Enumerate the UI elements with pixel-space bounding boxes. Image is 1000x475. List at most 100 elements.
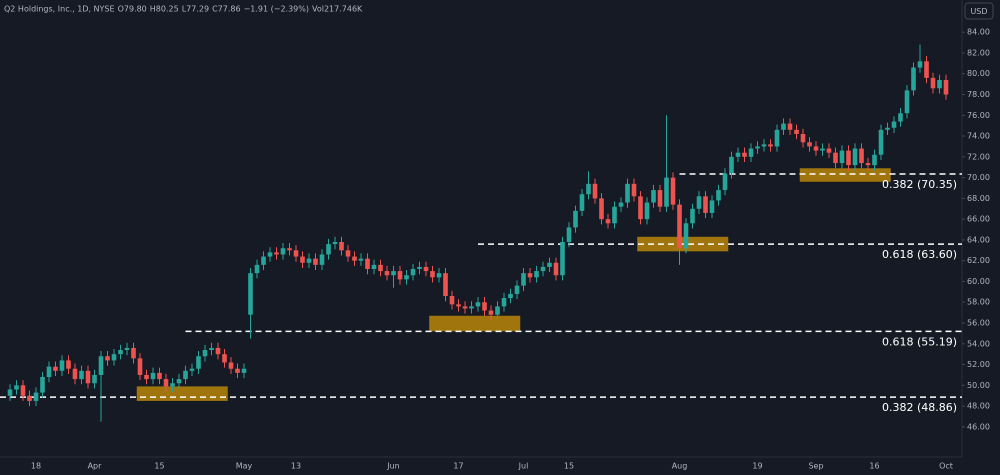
candle-body (352, 256, 357, 261)
candle-body (150, 372, 156, 380)
currency-button[interactable] (964, 2, 994, 20)
x-tick-label: Jun (386, 462, 400, 471)
y-tick-label: 76.00 (967, 111, 990, 120)
candle-body (560, 242, 565, 276)
zone (799, 168, 891, 182)
candle-body (365, 258, 370, 270)
candle-body (586, 183, 591, 195)
candle-body (800, 133, 806, 143)
candle-body (391, 271, 396, 276)
candle-body (683, 223, 689, 249)
candle-body (124, 347, 130, 351)
candle-body (163, 379, 169, 387)
x-tick-label: 15 (564, 462, 574, 471)
candle-body (215, 347, 221, 355)
y-tick-label: 60.00 (967, 277, 990, 286)
y-tick-label: 58.00 (967, 298, 990, 307)
candle-body (495, 306, 500, 315)
candle-body (566, 227, 572, 243)
x-tick-label: Sep (808, 462, 823, 471)
candle-body (696, 196, 702, 209)
level-label: 0.382 (48.86) (882, 401, 957, 414)
candle-body (755, 146, 760, 149)
candle-body (14, 385, 19, 390)
candle-body (605, 219, 611, 224)
candle-body (761, 144, 767, 147)
candle-body (521, 273, 526, 286)
ohlc-key: C (212, 5, 218, 14)
candle-body (618, 202, 624, 207)
level-label: 0.618 (55.19) (882, 335, 957, 348)
candle-body (33, 392, 39, 401)
candle-body (644, 202, 650, 220)
candle-body (92, 374, 97, 384)
ohlc-key: L (182, 5, 187, 14)
candle-body (781, 123, 786, 130)
candle-body (924, 61, 929, 78)
candle-body (293, 250, 299, 257)
candle-body (943, 79, 949, 95)
candle-body (573, 210, 578, 228)
ohlc-value: 77.29 (186, 5, 209, 14)
candle-body (508, 293, 513, 299)
candle-body (443, 273, 448, 297)
level-label: 0.382 (70.35) (882, 178, 957, 191)
candle-body (410, 269, 416, 276)
candle-body (911, 67, 916, 91)
candle-body (625, 183, 630, 203)
candle-body (677, 204, 682, 249)
candle-body (72, 368, 78, 380)
candle-body (527, 273, 533, 278)
y-tick-label: 66.00 (967, 215, 990, 224)
ohlc-value: 77.86 (218, 5, 241, 14)
candle-body (690, 208, 695, 224)
candle-body (937, 79, 942, 89)
candle-body (475, 302, 481, 307)
currency: USD (970, 7, 987, 16)
candle-body (898, 113, 903, 122)
candle-body (579, 194, 585, 211)
zone (136, 386, 228, 401)
candle-body (248, 273, 253, 315)
candle-body (774, 129, 780, 147)
candle-body (592, 183, 598, 199)
candle-body (261, 256, 266, 265)
candle-body (59, 360, 65, 371)
candle-body (267, 252, 273, 257)
candle-body (534, 271, 539, 278)
candle-body (202, 350, 208, 357)
candle-body (839, 150, 845, 164)
x-tick-label: 17 (453, 462, 463, 471)
candle-body (189, 368, 195, 371)
candle-body (709, 200, 715, 213)
candle-body (547, 262, 552, 267)
candle-body (105, 356, 110, 361)
x-tick-label: 15 (154, 462, 164, 471)
candle-body (46, 366, 52, 378)
candle-body (599, 198, 604, 220)
y-tick-label: 50.00 (967, 381, 990, 390)
candle-body (131, 347, 136, 359)
candle-body (807, 142, 812, 147)
y-tick-label: 72.00 (967, 152, 990, 161)
y-tick-label: 62.00 (967, 256, 990, 265)
candle-body (813, 146, 819, 151)
y-tick-label: 78.00 (967, 90, 990, 99)
symbol-title: Q2 Holdings, Inc., 1D, NYSE (4, 5, 115, 14)
candle-body (748, 148, 754, 157)
candle-body (384, 271, 390, 276)
y-tick-label: 64.00 (967, 235, 990, 244)
candle-body (235, 368, 240, 373)
candle-body (638, 196, 643, 220)
y-tick-label: 54.00 (967, 339, 990, 348)
x-tick-label: Jul (518, 462, 529, 471)
candle-body (859, 148, 864, 164)
candle-body (170, 383, 175, 387)
candle-body (787, 123, 793, 130)
candle-body (430, 271, 435, 278)
candle-body (631, 183, 637, 197)
candle-body (378, 264, 383, 272)
y-tick-label: 74.00 (967, 132, 990, 141)
